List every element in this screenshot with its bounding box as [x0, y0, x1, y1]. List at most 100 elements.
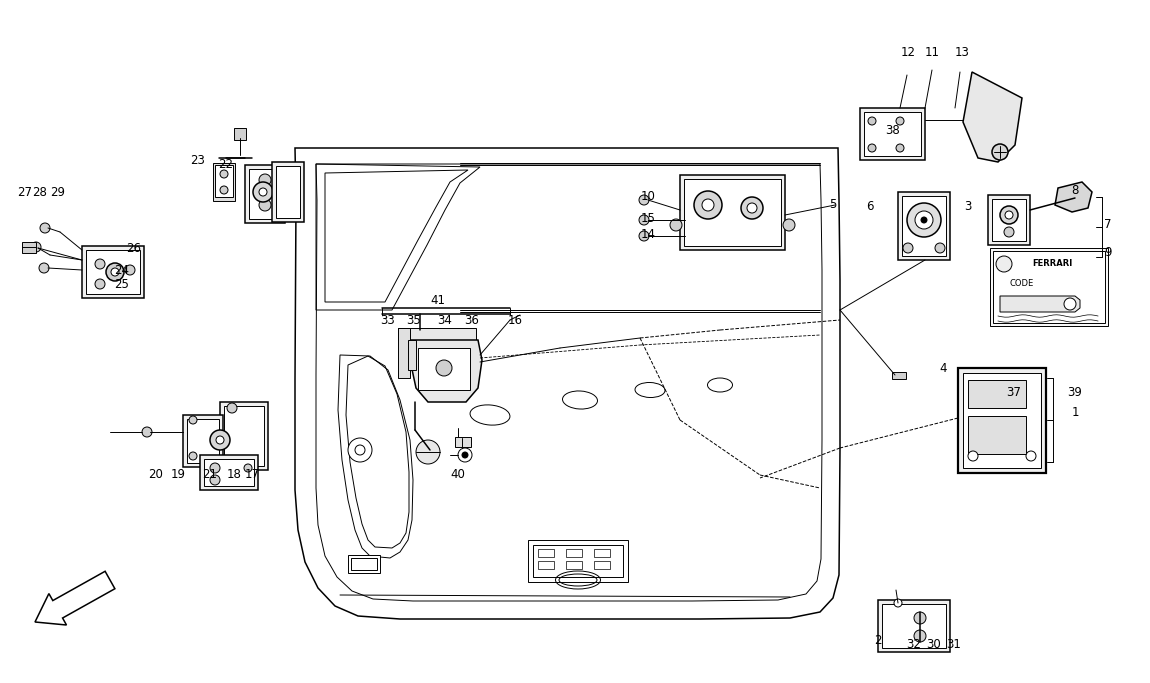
Bar — [22, 242, 36, 253]
Circle shape — [639, 215, 649, 225]
Circle shape — [693, 191, 722, 219]
Circle shape — [355, 445, 365, 455]
Bar — [566, 549, 582, 557]
Text: 41: 41 — [430, 294, 445, 307]
Text: 5: 5 — [829, 197, 837, 210]
Circle shape — [1074, 193, 1082, 201]
Circle shape — [903, 243, 913, 253]
Bar — [233, 128, 246, 140]
Circle shape — [783, 219, 795, 231]
Bar — [988, 195, 1030, 245]
Text: 33: 33 — [381, 314, 396, 328]
Circle shape — [112, 268, 118, 276]
Bar — [595, 549, 610, 557]
Bar — [245, 165, 285, 223]
Circle shape — [141, 427, 152, 437]
Circle shape — [244, 464, 252, 472]
Bar — [82, 246, 144, 298]
Circle shape — [31, 242, 41, 252]
Text: 12: 12 — [900, 46, 915, 59]
Text: 15: 15 — [641, 212, 656, 225]
Text: 7: 7 — [1104, 217, 1112, 230]
Bar — [902, 196, 946, 256]
Circle shape — [210, 475, 220, 485]
Bar — [992, 251, 1105, 323]
Polygon shape — [411, 340, 482, 402]
Circle shape — [210, 463, 220, 473]
Circle shape — [220, 186, 228, 194]
Text: 22: 22 — [218, 158, 233, 171]
Circle shape — [125, 265, 135, 275]
Polygon shape — [296, 148, 840, 619]
Bar — [408, 340, 416, 370]
Text: 4: 4 — [940, 361, 946, 374]
Bar — [968, 416, 1026, 454]
Circle shape — [748, 203, 757, 213]
Bar — [532, 545, 623, 577]
Bar — [273, 162, 304, 222]
Circle shape — [210, 430, 230, 450]
Circle shape — [894, 599, 902, 607]
Bar — [892, 372, 906, 379]
Circle shape — [259, 199, 271, 211]
Circle shape — [95, 279, 105, 289]
Bar — [351, 558, 377, 570]
Text: 21: 21 — [202, 467, 217, 481]
Bar — [213, 163, 235, 201]
Text: 6: 6 — [866, 201, 874, 214]
Text: 26: 26 — [126, 242, 141, 255]
Circle shape — [40, 223, 49, 233]
Polygon shape — [1000, 296, 1080, 312]
Text: 39: 39 — [1067, 387, 1082, 400]
Bar — [215, 165, 233, 197]
Bar — [204, 459, 254, 486]
Circle shape — [348, 438, 371, 462]
Bar — [455, 437, 472, 447]
Circle shape — [216, 436, 224, 444]
Bar — [224, 406, 264, 466]
Circle shape — [458, 448, 472, 462]
Bar — [968, 380, 1026, 408]
Text: 13: 13 — [954, 46, 969, 59]
Bar — [680, 175, 785, 250]
Text: 37: 37 — [1006, 387, 1021, 400]
Text: 34: 34 — [437, 314, 452, 328]
Bar — [250, 169, 281, 219]
Text: 31: 31 — [946, 637, 961, 650]
Circle shape — [259, 174, 271, 186]
Circle shape — [915, 211, 933, 229]
Text: 14: 14 — [641, 229, 656, 242]
Bar — [566, 561, 582, 569]
Circle shape — [227, 457, 237, 467]
Text: 30: 30 — [927, 637, 942, 650]
Bar — [398, 328, 476, 340]
Bar — [898, 192, 950, 260]
Circle shape — [935, 243, 945, 253]
Circle shape — [259, 188, 267, 196]
Bar — [200, 455, 258, 490]
Circle shape — [436, 360, 452, 376]
Text: 3: 3 — [965, 201, 972, 214]
Circle shape — [95, 259, 105, 269]
Bar — [220, 402, 268, 470]
Text: 1: 1 — [1072, 406, 1079, 419]
Text: 19: 19 — [170, 467, 185, 481]
Text: 35: 35 — [407, 314, 421, 328]
Text: CODE: CODE — [1010, 279, 1034, 288]
Circle shape — [968, 451, 978, 461]
Bar — [990, 248, 1107, 326]
Circle shape — [639, 195, 649, 205]
Polygon shape — [963, 72, 1022, 162]
Text: 24: 24 — [115, 264, 130, 277]
Bar — [877, 600, 950, 652]
Text: 20: 20 — [148, 467, 163, 481]
Circle shape — [868, 144, 876, 152]
FancyArrow shape — [34, 571, 115, 625]
Text: 27: 27 — [17, 186, 32, 199]
Circle shape — [992, 144, 1009, 160]
Circle shape — [914, 612, 926, 624]
Text: 18: 18 — [227, 467, 242, 481]
Bar — [538, 549, 554, 557]
Circle shape — [914, 630, 926, 642]
Circle shape — [462, 452, 468, 458]
